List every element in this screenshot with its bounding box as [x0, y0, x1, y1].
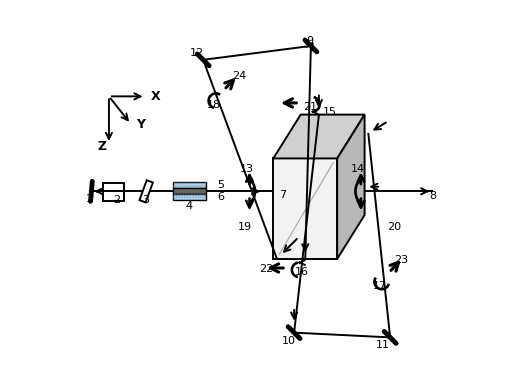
- Text: 15: 15: [323, 107, 337, 117]
- Text: 13: 13: [240, 164, 254, 174]
- Polygon shape: [337, 114, 365, 259]
- Text: 3: 3: [142, 195, 150, 205]
- Text: 22: 22: [259, 265, 274, 275]
- Text: 24: 24: [232, 71, 247, 81]
- Text: X: X: [151, 90, 160, 103]
- Text: 18: 18: [207, 100, 221, 110]
- Text: 23: 23: [394, 255, 408, 265]
- Polygon shape: [274, 159, 337, 259]
- Text: 4: 4: [185, 201, 193, 211]
- Text: 16: 16: [294, 268, 308, 277]
- Text: 19: 19: [238, 222, 252, 232]
- Text: 2: 2: [113, 195, 120, 205]
- Bar: [173, 194, 206, 201]
- Polygon shape: [274, 114, 365, 159]
- Text: 1: 1: [85, 194, 92, 204]
- Bar: [173, 194, 206, 201]
- Bar: [104, 183, 124, 201]
- Bar: [173, 182, 206, 188]
- Text: 21: 21: [303, 102, 317, 112]
- Bar: [173, 188, 206, 194]
- Text: 10: 10: [282, 336, 296, 346]
- Text: 7: 7: [280, 190, 287, 200]
- Polygon shape: [140, 180, 153, 202]
- Text: 5: 5: [218, 180, 225, 190]
- Text: 8: 8: [429, 191, 437, 201]
- Text: 20: 20: [387, 222, 401, 232]
- Text: Y: Y: [135, 118, 145, 131]
- Text: 17: 17: [373, 280, 387, 290]
- Text: 14: 14: [351, 164, 365, 174]
- Text: 11: 11: [376, 340, 390, 350]
- Text: 9: 9: [306, 36, 314, 46]
- Bar: [173, 182, 206, 188]
- Text: 12: 12: [190, 48, 204, 58]
- Text: Z: Z: [98, 141, 107, 153]
- Text: 6: 6: [218, 192, 225, 202]
